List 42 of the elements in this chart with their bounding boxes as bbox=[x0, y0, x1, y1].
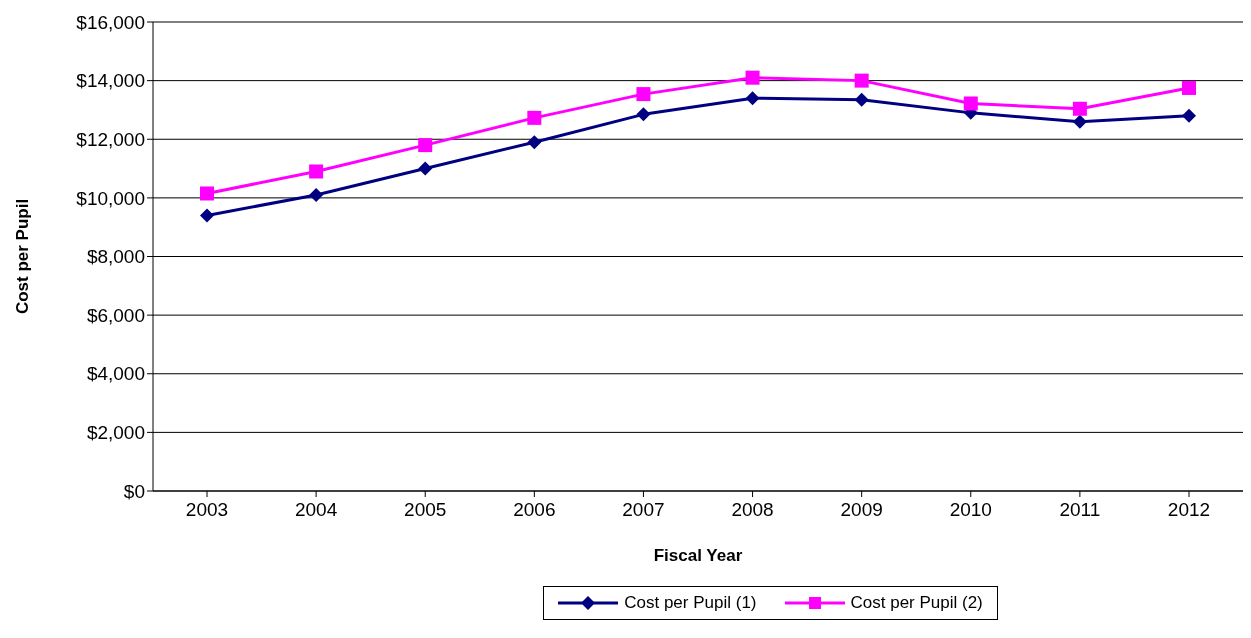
legend-label: Cost per Pupil (2) bbox=[849, 593, 983, 613]
point bbox=[745, 91, 760, 106]
x-tick-label: 2008 bbox=[731, 499, 774, 521]
point bbox=[854, 92, 869, 107]
x-tick-label: 2006 bbox=[513, 499, 556, 521]
x-tick-label: 2011 bbox=[1059, 499, 1101, 521]
point bbox=[418, 138, 433, 153]
y-axis-title: Cost per Pupil bbox=[12, 198, 32, 315]
x-tick-label: 2010 bbox=[949, 499, 992, 521]
x-tick-label: 2003 bbox=[185, 499, 229, 521]
y-tick-label: $2,000 bbox=[86, 422, 145, 444]
point bbox=[1182, 80, 1196, 95]
x-tick-label: 2004 bbox=[294, 499, 338, 521]
x-tick-label: 2005 bbox=[404, 499, 447, 521]
point bbox=[963, 96, 978, 111]
point bbox=[527, 135, 542, 150]
point bbox=[200, 208, 214, 223]
y-tick-label: $16,000 bbox=[76, 11, 145, 33]
point bbox=[1072, 114, 1087, 129]
y-tick-label: $14,000 bbox=[76, 70, 145, 92]
x-tick-label: 2007 bbox=[622, 499, 665, 521]
legend-label: Cost per Pupil (1) bbox=[623, 593, 757, 613]
x-tick-label: 2012 bbox=[1167, 499, 1211, 521]
point bbox=[1182, 108, 1196, 123]
y-tick-label: $4,000 bbox=[86, 363, 145, 385]
y-tick-label: $10,000 bbox=[76, 187, 145, 209]
y-tick-label: $6,000 bbox=[86, 304, 145, 326]
point bbox=[854, 73, 869, 88]
y-tick-label: $0 bbox=[123, 480, 145, 502]
point bbox=[745, 70, 760, 85]
point bbox=[200, 186, 214, 201]
y-tick-label: $12,000 bbox=[76, 128, 145, 150]
point bbox=[636, 87, 651, 102]
point bbox=[309, 187, 324, 202]
point bbox=[636, 107, 651, 122]
point bbox=[418, 161, 433, 176]
point bbox=[1072, 101, 1087, 116]
x-axis-title: Fiscal Year bbox=[653, 546, 743, 566]
point bbox=[527, 110, 542, 125]
y-tick-label: $8,000 bbox=[86, 246, 145, 268]
x-tick-label: 2009 bbox=[840, 499, 883, 521]
point bbox=[309, 164, 324, 179]
